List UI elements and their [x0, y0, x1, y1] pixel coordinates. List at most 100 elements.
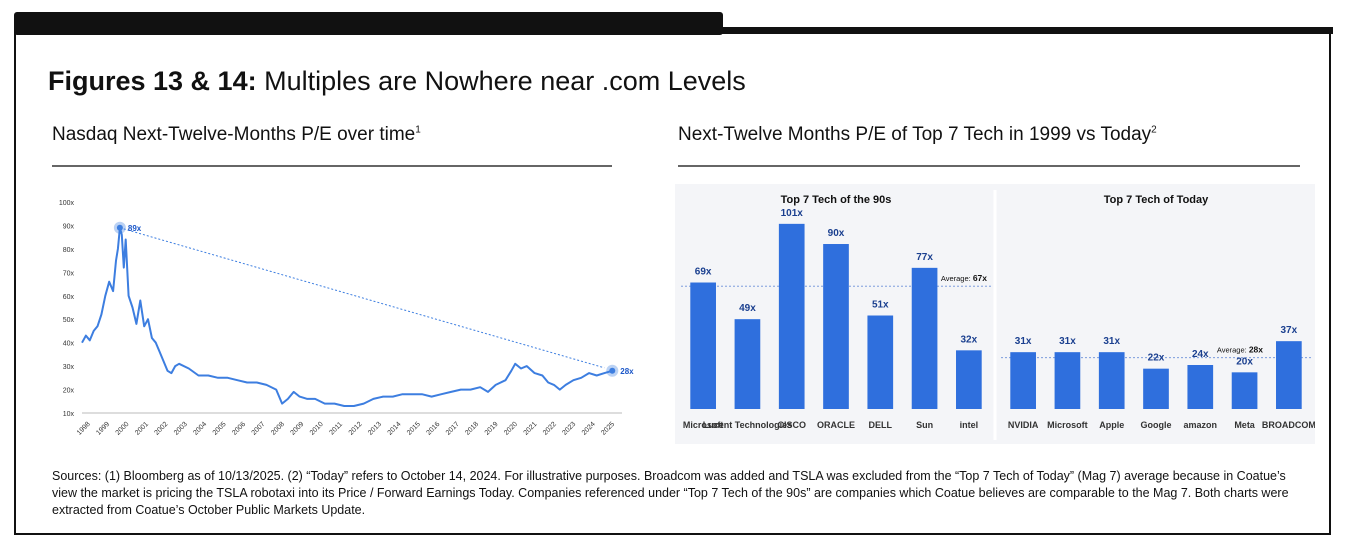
x-tick-label: 2013	[367, 421, 383, 437]
y-tick-label: 80x	[63, 247, 75, 254]
sources-footnote: Sources: (1) Bloomberg as of 10/13/2025.…	[52, 469, 1289, 517]
frame-top-border	[14, 32, 1333, 34]
x-tick-label: 2020	[503, 421, 519, 437]
bar-value-label: 37x	[1281, 325, 1298, 336]
x-tick-label: 2011	[328, 421, 344, 437]
page-title: Figures 13 & 14: Multiples are Nowhere n…	[48, 66, 746, 97]
x-tick-label: 2008	[270, 421, 286, 437]
bar-value-label: 31x	[1103, 336, 1120, 347]
category-logo-label: BROADCOM	[1262, 420, 1315, 430]
bar	[1231, 372, 1258, 409]
x-tick-label: 2018	[464, 421, 480, 437]
category-logo-label: Microsoft	[683, 420, 724, 430]
bar-value-label: 49x	[739, 303, 756, 314]
y-tick-label: 90x	[63, 223, 75, 230]
category-logo-label: amazon	[1184, 420, 1218, 430]
bar-value-label: 69x	[695, 267, 712, 278]
bar	[734, 319, 761, 409]
x-tick-label: 1998	[76, 421, 92, 437]
category-logo-label: intel	[960, 420, 979, 430]
category-logo-label: Sun	[916, 420, 933, 430]
bar	[1276, 341, 1302, 409]
bar-value-label: 90x	[828, 228, 845, 239]
bar-value-label: 22x	[1148, 353, 1165, 364]
x-tick-label: 2004	[192, 421, 208, 437]
x-tick-label: 1999	[95, 421, 111, 437]
bar	[956, 350, 982, 409]
y-tick-label: 30x	[63, 364, 75, 371]
header-tab-bar	[14, 12, 723, 35]
category-logo-label: Apple	[1099, 420, 1124, 430]
x-tick-label: 2016	[425, 421, 441, 437]
bar-value-label: 51x	[872, 300, 889, 311]
right-chart-subtitle: Next-Twelve Months P/E of Top 7 Tech in …	[678, 124, 1157, 146]
x-tick-label: 2017	[445, 421, 461, 437]
x-tick-label: 2014	[387, 421, 403, 437]
right-chart-subtitle-sup: 2	[1151, 124, 1157, 136]
x-tick-label: 2009	[289, 421, 305, 437]
x-tick-label: 2007	[251, 421, 267, 437]
x-tick-label: 2005	[212, 421, 228, 437]
bar	[867, 315, 894, 409]
bar	[690, 282, 716, 409]
y-tick-label: 100x	[59, 200, 75, 207]
y-tick-label: 60x	[63, 294, 75, 301]
x-tick-label: 2006	[231, 421, 247, 437]
bar-value-label: 77x	[916, 252, 933, 263]
x-tick-label: 2000	[115, 421, 131, 437]
top7-tech-bar-charts: Top 7 Tech of the 90s 69x Microsoft 49x Luce…	[675, 184, 1315, 444]
left-chart-subtitle-text: Nasdaq Next-Twelve-Months P/E over time	[52, 124, 416, 145]
category-logo-label: DELL	[869, 420, 893, 430]
annotation-label: 28x	[620, 367, 634, 376]
x-tick-label: 2021	[523, 421, 539, 437]
x-tick-label: 2002	[153, 421, 169, 437]
page-title-bold: Figures 13 & 14:	[48, 66, 257, 96]
bar	[778, 223, 805, 409]
x-tick-label: 2015	[406, 421, 422, 437]
category-logo-label: Microsoft	[1047, 420, 1088, 430]
left-chart-subtitle: Nasdaq Next-Twelve-Months P/E over time1	[52, 124, 421, 146]
average-value: 67x	[973, 273, 987, 283]
category-logo-label: CISCO	[777, 420, 806, 430]
category-logo-label: Meta	[1234, 420, 1255, 430]
bar	[1098, 352, 1125, 409]
bar	[1010, 352, 1036, 409]
content-frame	[14, 32, 1331, 535]
bar-value-label: 20x	[1236, 356, 1253, 367]
y-tick-label: 50x	[63, 317, 75, 324]
x-tick-label: 2025	[600, 421, 616, 437]
y-tick-label: 70x	[63, 270, 75, 277]
right-subtitle-rule	[678, 165, 1300, 167]
x-tick-label: 2003	[173, 421, 189, 437]
bar	[1187, 365, 1214, 409]
y-tick-label: 10x	[63, 411, 75, 418]
average-value: 28x	[1249, 345, 1263, 355]
y-tick-label: 40x	[63, 341, 75, 348]
nasdaq-pe-series-line	[81, 226, 613, 407]
bar	[911, 267, 938, 409]
category-logo-label: Google	[1141, 420, 1172, 430]
bar	[823, 244, 849, 409]
category-logo-label: Lucent Technologies	[703, 420, 792, 430]
bar-value-label: 31x	[1015, 336, 1032, 347]
bar-value-label: 24x	[1192, 349, 1209, 360]
x-tick-label: 2012	[348, 421, 364, 437]
category-logo-label: NVIDIA	[1008, 420, 1039, 430]
annotation-point	[116, 224, 123, 231]
bar	[1143, 368, 1169, 409]
page-title-rest: Multiples are Nowhere near .com Levels	[256, 66, 746, 96]
left-chart-subtitle-sup: 1	[415, 124, 421, 136]
bar-chart-title: Top 7 Tech of Today	[1104, 194, 1209, 206]
trend-dashed-line	[119, 227, 605, 369]
x-tick-label: 2024	[581, 421, 597, 437]
annotation-point	[609, 367, 616, 374]
category-logo-label: ORACLE	[817, 420, 855, 430]
average-label: Average: 67x	[941, 273, 987, 283]
bar	[1054, 352, 1081, 409]
bar-value-label: 31x	[1059, 336, 1076, 347]
annotation-label: 89x	[128, 224, 142, 233]
average-label: Average: 28x	[1217, 345, 1263, 355]
x-tick-label: 2023	[561, 421, 577, 437]
header-rule	[723, 27, 1333, 34]
